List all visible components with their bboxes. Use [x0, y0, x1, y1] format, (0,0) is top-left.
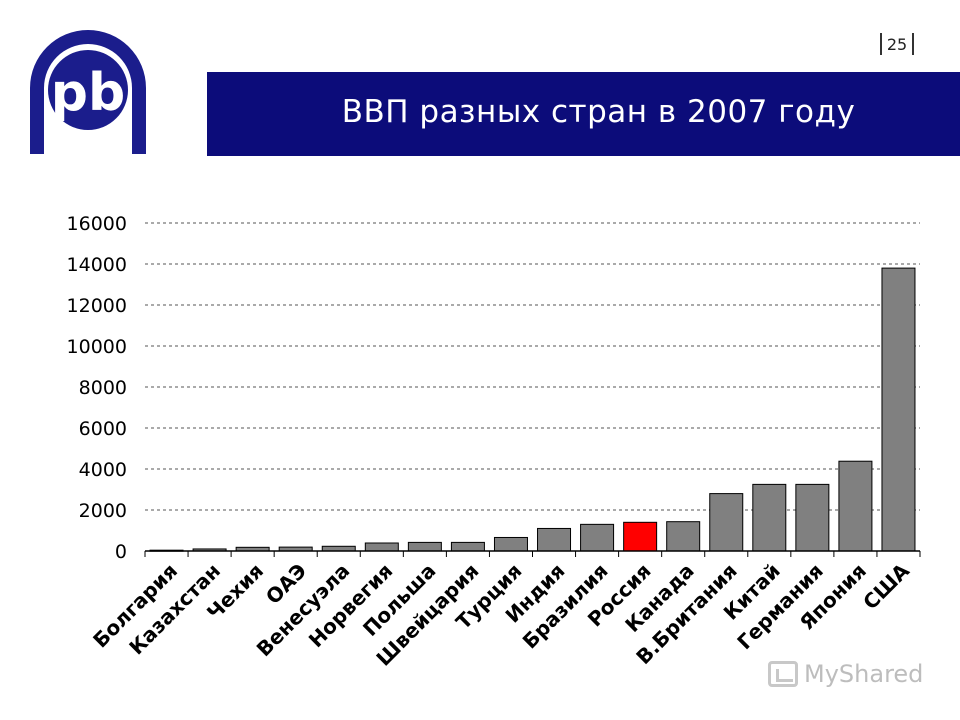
- y-tick-label: 4000: [79, 459, 127, 481]
- y-tick-label: 14000: [67, 254, 127, 276]
- page-title: ВВП разных стран в 2007 году: [341, 94, 856, 130]
- x-tick-label: США: [858, 558, 914, 614]
- y-tick-label: 8000: [79, 377, 127, 399]
- bar-5: [364, 542, 399, 552]
- y-tick-label: 16000: [67, 213, 127, 235]
- title-bar: ВВП разных стран в 2007 году: [207, 72, 960, 156]
- presentation-icon: [768, 661, 798, 687]
- y-tick-label: 12000: [67, 295, 127, 317]
- logo-text: pb: [51, 63, 125, 123]
- bar-17: [881, 267, 916, 552]
- y-tick-label: 0: [115, 541, 127, 563]
- watermark: MyShared: [768, 656, 923, 692]
- bar-14: [752, 483, 787, 552]
- bar-8: [493, 536, 528, 552]
- bar-10: [580, 523, 615, 552]
- page-number: 25: [886, 34, 908, 54]
- bar-13: [709, 493, 744, 552]
- bar-11: [623, 521, 658, 552]
- bar-12: [666, 521, 701, 552]
- page-number-box: 25: [876, 33, 918, 55]
- bar-7: [450, 541, 485, 552]
- y-tick-label: 6000: [79, 418, 127, 440]
- bar-9: [537, 527, 572, 552]
- bar-6: [407, 541, 442, 552]
- y-tick-label: 2000: [79, 500, 127, 522]
- watermark-text: MyShared: [804, 660, 924, 688]
- bank-logo: pb: [14, 14, 162, 162]
- bar-16: [838, 460, 873, 552]
- y-tick-label: 10000: [67, 336, 127, 358]
- bar-15: [795, 483, 830, 552]
